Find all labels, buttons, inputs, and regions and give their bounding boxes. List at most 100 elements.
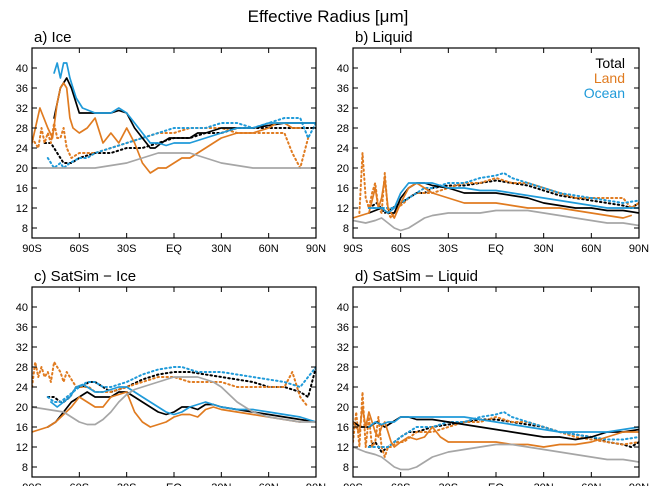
y-tick-label: 16: [16, 183, 28, 195]
chart-panel-1: b) Liquid 8 12 16 20 24 28 32 36 40 90S 60S 30S EQ 30N…: [337, 29, 649, 255]
x-tick-label: 90S: [22, 243, 42, 255]
series-line-ocean: [368, 182, 639, 214]
x-tick-label: 30N: [211, 243, 231, 255]
chart-panels: a) Ice 8 12 16 20 24 28 32 36 40 90S 60S 30S EQ 30N 60N…: [16, 29, 649, 486]
y-tick-label: 32: [337, 103, 349, 115]
x-tick-label: 90N: [306, 482, 326, 486]
y-tick-label: 36: [337, 83, 349, 95]
x-tick-label: 60S: [70, 243, 90, 255]
series-line-total-satellite: [367, 418, 639, 453]
series-line-land: [32, 82, 302, 174]
x-tick-label: EQ: [488, 482, 504, 486]
y-tick-label: 20: [337, 402, 349, 414]
plot-frame: [352, 286, 640, 478]
series-line-ocean-satellite: [46, 117, 316, 169]
y-tick-label: 12: [16, 203, 28, 215]
series-line-ocean: [368, 416, 639, 433]
legend-entry-total: Total: [595, 55, 625, 71]
x-tick-label: EQ: [166, 482, 182, 486]
series-line-land: [353, 177, 632, 219]
y-tick-label: 8: [343, 462, 349, 474]
y-tick-label: 40: [337, 302, 349, 314]
series-line-ocean: [50, 383, 316, 423]
x-tick-label: 90N: [306, 243, 326, 255]
panel-title: c) SatSim − Ice: [34, 268, 136, 285]
x-tick-label: 90S: [343, 482, 363, 486]
series-line-ocean: [53, 62, 316, 147]
x-tick-label: 60N: [581, 482, 601, 486]
y-tick-label: 8: [22, 462, 28, 474]
panel-title: a) Ice: [34, 29, 72, 46]
y-tick-label: 16: [337, 422, 349, 434]
y-tick-label: 36: [16, 322, 28, 334]
y-tick-label: 36: [16, 83, 28, 95]
series-group: [32, 361, 316, 433]
y-tick-label: 28: [16, 362, 28, 374]
x-tick-label: 90N: [629, 243, 649, 255]
y-tick-label: 20: [16, 402, 28, 414]
series-line-total: [46, 391, 316, 428]
y-tick-label: 20: [337, 163, 349, 175]
series-line-reference: [353, 209, 639, 232]
y-tick-label: 16: [16, 422, 28, 434]
x-tick-label: 90S: [343, 243, 363, 255]
series-line-land: [353, 406, 639, 448]
series-line-ocean-satellite: [46, 366, 316, 403]
y-tick-label: 12: [337, 442, 349, 454]
x-tick-label: 30N: [534, 243, 554, 255]
series-line-reference: [32, 152, 316, 169]
series-group: [353, 152, 639, 232]
series-line-total: [368, 182, 639, 214]
x-tick-label: 90S: [22, 482, 42, 486]
x-tick-label: 30S: [117, 243, 137, 255]
panel-title: b) Liquid: [355, 29, 413, 46]
plot-frame: [31, 286, 317, 478]
y-tick-label: 28: [16, 123, 28, 135]
x-tick-label: 60N: [581, 243, 601, 255]
chart-panel-0: a) Ice 8 12 16 20 24 28 32 36 40 90S 60S 30S EQ 30N 60N…: [16, 29, 326, 255]
y-tick-label: 36: [337, 322, 349, 334]
y-tick-label: 24: [16, 382, 28, 394]
x-tick-label: 60N: [259, 243, 279, 255]
series-line-reference: [353, 443, 639, 471]
y-tick-label: 32: [16, 103, 28, 115]
y-tick-label: 8: [343, 223, 349, 235]
x-tick-label: 30S: [117, 482, 137, 486]
series-line-total-satellite: [367, 179, 639, 214]
chart-panel-2: c) SatSim − Ice 8 12 16 20 24 28 32 36 40 90S 60S 30…: [16, 268, 326, 486]
x-tick-label: 30N: [534, 482, 554, 486]
y-tick-label: 12: [16, 442, 28, 454]
series-line-total-satellite: [46, 366, 316, 403]
series-line-land-satellite: [358, 152, 639, 219]
series-line-reference: [32, 376, 316, 426]
y-tick-label: 32: [16, 342, 28, 354]
x-tick-label: EQ: [488, 243, 504, 255]
series-group: [32, 62, 316, 174]
x-tick-label: 60S: [70, 482, 90, 486]
series-line-total-satellite: [43, 127, 316, 164]
x-tick-label: 30S: [439, 243, 459, 255]
panel-title: d) SatSim − Liquid: [355, 268, 478, 285]
legend-entry-ocean: Ocean: [584, 85, 625, 101]
series-line-land-satellite: [32, 361, 310, 408]
x-tick-label: 30N: [211, 482, 231, 486]
series-line-land-satellite: [353, 391, 639, 458]
x-tick-label: 30S: [439, 482, 459, 486]
y-tick-label: 24: [16, 143, 28, 155]
series-line-ocean-satellite: [367, 172, 639, 209]
y-tick-label: 32: [337, 342, 349, 354]
x-tick-label: 60S: [391, 243, 411, 255]
y-tick-label: 40: [337, 63, 349, 75]
x-tick-label: EQ: [166, 243, 182, 255]
legend-entry-land: Land: [594, 70, 625, 86]
y-tick-label: 8: [22, 223, 28, 235]
y-tick-label: 20: [16, 163, 28, 175]
y-tick-label: 28: [337, 362, 349, 374]
y-tick-label: 28: [337, 123, 349, 135]
series-group: [353, 391, 639, 471]
x-tick-label: 60S: [391, 482, 411, 486]
y-tick-label: 40: [16, 302, 28, 314]
figure-title: Effective Radius [μm]: [248, 7, 409, 26]
x-tick-label: 60N: [259, 482, 279, 486]
